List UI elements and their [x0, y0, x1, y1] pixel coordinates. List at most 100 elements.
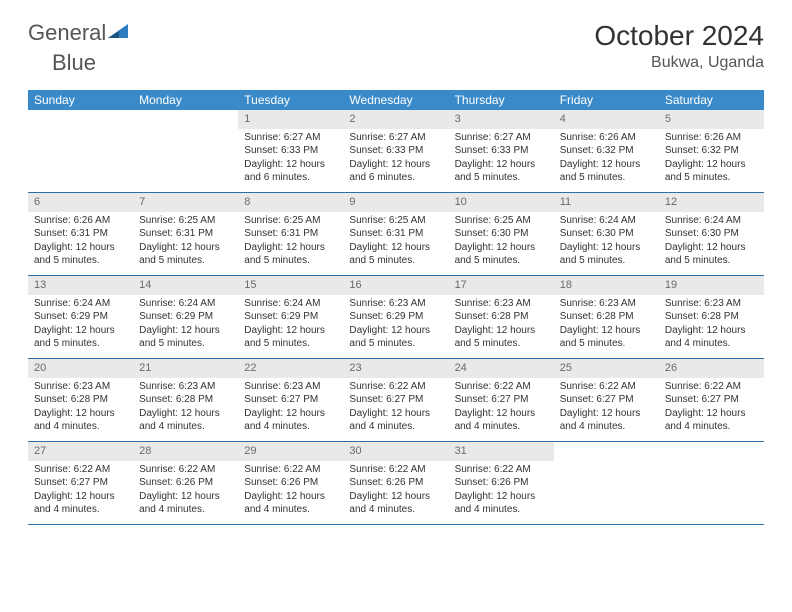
sunrise-line: Sunrise: 6:22 AM	[34, 463, 127, 477]
sunrise-line: Sunrise: 6:22 AM	[349, 463, 442, 477]
calendar-grid: SundayMondayTuesdayWednesdayThursdayFrid…	[28, 90, 764, 525]
day-body: Sunrise: 6:22 AMSunset: 6:27 PMDaylight:…	[343, 378, 448, 440]
sunset-line: Sunset: 6:31 PM	[244, 227, 337, 241]
day-cell: 17Sunrise: 6:23 AMSunset: 6:28 PMDayligh…	[449, 276, 554, 358]
day-number: 4	[554, 110, 659, 129]
sunrise-line: Sunrise: 6:26 AM	[34, 214, 127, 228]
day-body: Sunrise: 6:24 AMSunset: 6:29 PMDaylight:…	[238, 295, 343, 357]
sunrise-line: Sunrise: 6:22 AM	[560, 380, 653, 394]
sunrise-line: Sunrise: 6:23 AM	[244, 380, 337, 394]
daylight-line: Daylight: 12 hours and 5 minutes.	[455, 241, 548, 268]
weeks-container: 1Sunrise: 6:27 AMSunset: 6:33 PMDaylight…	[28, 110, 764, 525]
sunset-line: Sunset: 6:26 PM	[244, 476, 337, 490]
daylight-line: Daylight: 12 hours and 5 minutes.	[455, 158, 548, 185]
day-body: Sunrise: 6:23 AMSunset: 6:28 PMDaylight:…	[28, 378, 133, 440]
day-body: Sunrise: 6:22 AMSunset: 6:27 PMDaylight:…	[449, 378, 554, 440]
sunset-line: Sunset: 6:29 PM	[244, 310, 337, 324]
day-body: Sunrise: 6:22 AMSunset: 6:27 PMDaylight:…	[28, 461, 133, 523]
sunset-line: Sunset: 6:28 PM	[139, 393, 232, 407]
daylight-line: Daylight: 12 hours and 5 minutes.	[560, 158, 653, 185]
sunrise-line: Sunrise: 6:23 AM	[34, 380, 127, 394]
week-row: 6Sunrise: 6:26 AMSunset: 6:31 PMDaylight…	[28, 193, 764, 276]
sunset-line: Sunset: 6:27 PM	[34, 476, 127, 490]
sunset-line: Sunset: 6:29 PM	[139, 310, 232, 324]
sunrise-line: Sunrise: 6:25 AM	[455, 214, 548, 228]
day-body: Sunrise: 6:25 AMSunset: 6:31 PMDaylight:…	[238, 212, 343, 274]
day-number: 13	[28, 276, 133, 295]
title-block: October 2024 Bukwa, Uganda	[594, 20, 764, 72]
daylight-line: Daylight: 12 hours and 5 minutes.	[139, 324, 232, 351]
sunrise-line: Sunrise: 6:23 AM	[560, 297, 653, 311]
dow-cell: Saturday	[659, 90, 764, 110]
daylight-line: Daylight: 12 hours and 5 minutes.	[139, 241, 232, 268]
day-number: 7	[133, 193, 238, 212]
day-body: Sunrise: 6:22 AMSunset: 6:26 PMDaylight:…	[343, 461, 448, 523]
daylight-line: Daylight: 12 hours and 5 minutes.	[560, 324, 653, 351]
day-cell: 6Sunrise: 6:26 AMSunset: 6:31 PMDaylight…	[28, 193, 133, 275]
sunset-line: Sunset: 6:27 PM	[349, 393, 442, 407]
day-body: Sunrise: 6:22 AMSunset: 6:27 PMDaylight:…	[659, 378, 764, 440]
day-cell: 24Sunrise: 6:22 AMSunset: 6:27 PMDayligh…	[449, 359, 554, 441]
day-cell: 28Sunrise: 6:22 AMSunset: 6:26 PMDayligh…	[133, 442, 238, 524]
brand-triangle-icon	[108, 20, 130, 46]
day-number: 5	[659, 110, 764, 129]
day-cell: 19Sunrise: 6:23 AMSunset: 6:28 PMDayligh…	[659, 276, 764, 358]
daylight-line: Daylight: 12 hours and 5 minutes.	[665, 241, 758, 268]
day-number: 26	[659, 359, 764, 378]
daylight-line: Daylight: 12 hours and 4 minutes.	[455, 490, 548, 517]
daylight-line: Daylight: 12 hours and 4 minutes.	[34, 407, 127, 434]
sunset-line: Sunset: 6:28 PM	[665, 310, 758, 324]
day-number: 31	[449, 442, 554, 461]
day-cell: 3Sunrise: 6:27 AMSunset: 6:33 PMDaylight…	[449, 110, 554, 192]
dow-cell: Tuesday	[238, 90, 343, 110]
sunset-line: Sunset: 6:33 PM	[349, 144, 442, 158]
day-number: 20	[28, 359, 133, 378]
day-cell: 13Sunrise: 6:24 AMSunset: 6:29 PMDayligh…	[28, 276, 133, 358]
day-body: Sunrise: 6:23 AMSunset: 6:28 PMDaylight:…	[554, 295, 659, 357]
day-number: 21	[133, 359, 238, 378]
daylight-line: Daylight: 12 hours and 4 minutes.	[349, 407, 442, 434]
day-cell: 31Sunrise: 6:22 AMSunset: 6:26 PMDayligh…	[449, 442, 554, 524]
day-number: 12	[659, 193, 764, 212]
day-number: 15	[238, 276, 343, 295]
day-number: 30	[343, 442, 448, 461]
day-cell: 22Sunrise: 6:23 AMSunset: 6:27 PMDayligh…	[238, 359, 343, 441]
sunrise-line: Sunrise: 6:27 AM	[455, 131, 548, 145]
day-number: 23	[343, 359, 448, 378]
daylight-line: Daylight: 12 hours and 5 minutes.	[455, 324, 548, 351]
calendar-page: General October 2024 Bukwa, Uganda Blue …	[0, 0, 792, 545]
sunset-line: Sunset: 6:26 PM	[455, 476, 548, 490]
day-cell: 7 Sunrise: 6:25 AMSunset: 6:31 PMDaylight…	[133, 193, 238, 275]
dow-cell: Sunday	[28, 90, 133, 110]
daylight-line: Daylight: 12 hours and 6 minutes.	[349, 158, 442, 185]
sunrise-line: Sunrise: 6:22 AM	[244, 463, 337, 477]
day-cell	[133, 110, 238, 192]
sunset-line: Sunset: 6:31 PM	[139, 227, 232, 241]
day-cell: 15Sunrise: 6:24 AMSunset: 6:29 PMDayligh…	[238, 276, 343, 358]
sunset-line: Sunset: 6:31 PM	[34, 227, 127, 241]
sunrise-line: Sunrise: 6:25 AM	[139, 214, 232, 228]
daylight-line: Daylight: 12 hours and 5 minutes.	[244, 324, 337, 351]
sunset-line: Sunset: 6:27 PM	[665, 393, 758, 407]
day-cell: 12Sunrise: 6:24 AMSunset: 6:30 PMDayligh…	[659, 193, 764, 275]
week-row: 20Sunrise: 6:23 AMSunset: 6:28 PMDayligh…	[28, 359, 764, 442]
sunset-line: Sunset: 6:32 PM	[560, 144, 653, 158]
day-cell: 30Sunrise: 6:22 AMSunset: 6:26 PMDayligh…	[343, 442, 448, 524]
daylight-line: Daylight: 12 hours and 6 minutes.	[244, 158, 337, 185]
sunrise-line: Sunrise: 6:23 AM	[349, 297, 442, 311]
sunset-line: Sunset: 6:30 PM	[455, 227, 548, 241]
daylight-line: Daylight: 12 hours and 4 minutes.	[560, 407, 653, 434]
sunrise-line: Sunrise: 6:22 AM	[139, 463, 232, 477]
day-body: Sunrise: 6:22 AMSunset: 6:26 PMDaylight:…	[238, 461, 343, 523]
day-number: 6	[28, 193, 133, 212]
sunrise-line: Sunrise: 6:26 AM	[560, 131, 653, 145]
day-number: 2	[343, 110, 448, 129]
day-number: 16	[343, 276, 448, 295]
day-cell: 18Sunrise: 6:23 AMSunset: 6:28 PMDayligh…	[554, 276, 659, 358]
day-number: 8	[238, 193, 343, 212]
daylight-line: Daylight: 12 hours and 4 minutes.	[139, 407, 232, 434]
sunrise-line: Sunrise: 6:24 AM	[34, 297, 127, 311]
daylight-line: Daylight: 12 hours and 5 minutes.	[349, 241, 442, 268]
dow-cell: Thursday	[449, 90, 554, 110]
day-number: 17	[449, 276, 554, 295]
